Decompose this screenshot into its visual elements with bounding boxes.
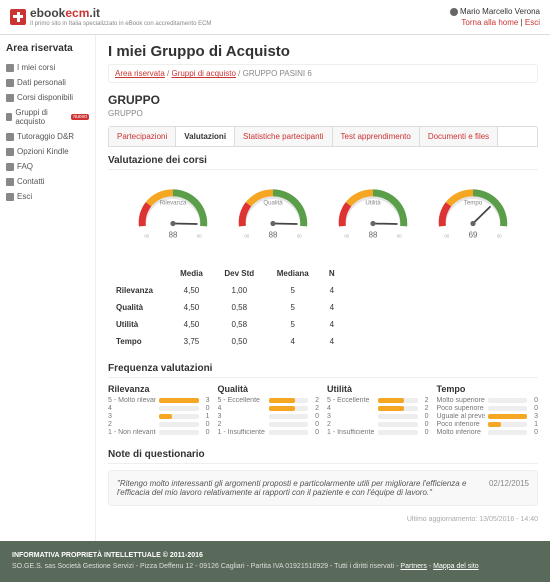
freq-row: 5 - Eccellente2 [218, 397, 320, 404]
table-row: Utilità4,500,5854 [110, 317, 343, 332]
freq-row: 5 - Eccellente2 [327, 397, 429, 404]
footer-body: SO.GE.S. sas Società Gestione Servizi - … [12, 563, 400, 570]
note-text: "Ritengo molto interessanti gli argoment… [117, 479, 481, 497]
tab-4[interactable]: Documenti e files [420, 127, 498, 146]
sidebar-item-6[interactable]: FAQ [6, 159, 89, 174]
svg-text:Utilità: Utilità [365, 200, 381, 207]
sidebar-icon [6, 64, 14, 72]
badge-new: nuovo [71, 114, 89, 120]
svg-text:00: 00 [344, 234, 349, 239]
svg-text:00: 00 [244, 234, 249, 239]
freq-row: 42 [327, 405, 429, 412]
sidebar-icon [6, 163, 14, 171]
tab-3[interactable]: Test apprendimento [333, 127, 420, 146]
last-updated: Ultimo aggiornamento: 13/05/2016 - 14:40 [108, 516, 538, 523]
group-title: GRUPPO [108, 93, 538, 107]
freq-row: 40 [108, 405, 210, 412]
freq-row: Poco inferiore1 [437, 421, 539, 428]
svg-text:Qualità: Qualità [263, 200, 283, 207]
note-box: "Ritengo molto interessanti gli argoment… [108, 470, 538, 506]
freq-row: Poco superiore0 [437, 405, 539, 412]
freq-col: Rilevanza5 - Molto rilevante34031201 - N… [108, 384, 210, 437]
svg-text:88: 88 [269, 231, 278, 240]
sidebar-icon [6, 94, 14, 102]
group-subtitle: GRUPPO [108, 109, 538, 118]
sidebar-item-0[interactable]: I miei corsi [6, 60, 89, 75]
sidebar-item-8[interactable]: Esci [6, 189, 89, 204]
logo-text: ebookecm.it [30, 6, 211, 20]
freq-row: Molto superiore0 [437, 397, 539, 404]
sidebar-item-3[interactable]: Gruppi di acquistonuovo [6, 105, 89, 129]
tab-0[interactable]: Partecipazioni [109, 127, 176, 146]
logo-subtitle: Il primo sito in Italia specializzato in… [30, 21, 211, 27]
svg-text:00: 00 [444, 234, 449, 239]
sidebar-icon [6, 113, 12, 121]
sidebar-item-4[interactable]: Tutoraggio D&R [6, 129, 89, 144]
breadcrumb-link[interactable]: Area riservata [115, 69, 165, 78]
exit-link[interactable]: Esci [525, 18, 540, 27]
gauge-qualità: Qualità 88 00 00 [228, 178, 318, 250]
note-date: 02/12/2015 [489, 479, 529, 497]
freq-row: Molto inferiore0 [437, 429, 539, 436]
sidebar-item-7[interactable]: Contatti [6, 174, 89, 189]
sidebar-icon [6, 133, 14, 141]
sidebar-item-2[interactable]: Corsi disponibili [6, 90, 89, 105]
section-valutazione: Valutazione dei corsi [108, 155, 538, 170]
footer-sitemap[interactable]: Mappa del sito [433, 563, 479, 570]
svg-text:00: 00 [497, 234, 502, 239]
freq-row: 20 [108, 421, 210, 428]
freq-row: 30 [218, 413, 320, 420]
sidebar-item-1[interactable]: Dati personali [6, 75, 89, 90]
freq-row: 42 [218, 405, 320, 412]
home-link[interactable]: Torna alla home [461, 18, 518, 27]
freq-row: 20 [218, 421, 320, 428]
svg-text:Tempo: Tempo [464, 200, 483, 207]
section-freq: Frequenza valutazioni [108, 363, 538, 378]
gauge-utilità: Utilità 88 00 00 [328, 178, 418, 250]
gauge-tempo: Tempo 69 00 00 [428, 178, 518, 250]
logo-icon [10, 9, 26, 25]
sidebar-icon [6, 79, 14, 87]
svg-text:00: 00 [297, 234, 302, 239]
footer-title: INFORMATIVA PROPRIETÀ INTELLETTUALE © 20… [12, 551, 538, 562]
sidebar-item-5[interactable]: Opzioni Kindle [6, 144, 89, 159]
sidebar-title: Area riservata [6, 43, 89, 54]
freq-col: TempoMolto superiore0Poco superiore0Ugua… [437, 384, 539, 437]
svg-text:88: 88 [169, 231, 178, 240]
freq-row: 1 - Insufficiente0 [218, 429, 320, 436]
gauge-rilevanza: Rilevanza 88 00 00 [128, 178, 218, 250]
svg-text:00: 00 [197, 234, 202, 239]
svg-text:00: 00 [397, 234, 402, 239]
breadcrumb: Area riservata / Gruppi di acquisto / GR… [108, 64, 538, 83]
footer-partners[interactable]: Partners [400, 563, 426, 570]
table-row: Rilevanza4,501,0054 [110, 283, 343, 298]
page-title: I miei Gruppo di Acquisto [108, 43, 538, 60]
section-note: Note di questionario [108, 449, 538, 464]
freq-row: 30 [327, 413, 429, 420]
sidebar-icon [6, 148, 14, 156]
svg-text:69: 69 [469, 231, 478, 240]
freq-row: Uguale al previsto3 [437, 413, 539, 420]
svg-text:Rilevanza: Rilevanza [160, 200, 187, 207]
freq-row: 1 - Non rilevante0 [108, 429, 210, 436]
tab-2[interactable]: Statistiche partecipanti [235, 127, 333, 146]
freq-row: 20 [327, 421, 429, 428]
user-name: Mario Marcello Verona [450, 6, 540, 17]
freq-col: Qualità5 - Eccellente24230201 - Insuffic… [218, 384, 320, 437]
svg-text:88: 88 [369, 231, 378, 240]
breadcrumb-link[interactable]: Gruppi di acquisto [171, 69, 235, 78]
svg-text:00: 00 [144, 234, 149, 239]
sidebar-icon [6, 178, 14, 186]
tab-1[interactable]: Valutazioni [176, 127, 235, 146]
table-row: Qualità4,500,5854 [110, 300, 343, 315]
freq-col: Utilità5 - Eccellente24230201 - Insuffic… [327, 384, 429, 437]
freq-row: 5 - Molto rilevante3 [108, 397, 210, 404]
user-icon [450, 8, 458, 16]
sidebar-icon [6, 193, 14, 201]
table-row: Tempo3,750,5044 [110, 334, 343, 349]
freq-row: 1 - Insufficiente0 [327, 429, 429, 436]
freq-row: 31 [108, 413, 210, 420]
